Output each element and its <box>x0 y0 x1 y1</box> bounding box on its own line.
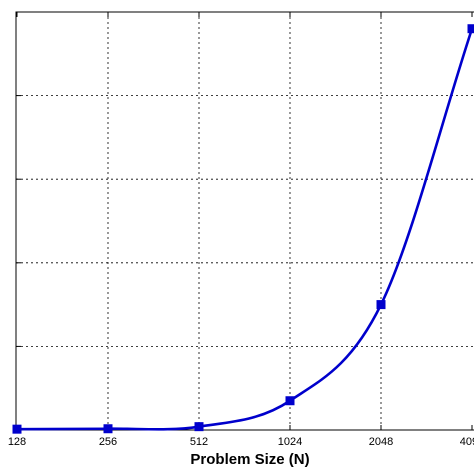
data-point-marker <box>194 422 204 432</box>
x-tick-label: 1024 <box>278 436 302 448</box>
x-tick-label: 256 <box>99 436 117 448</box>
data-point-marker <box>285 396 295 406</box>
series-line <box>15 27 474 431</box>
axis-ticks <box>16 11 473 431</box>
x-tick-label: 128 <box>8 436 26 448</box>
x-tick-labels: 128 256 512 1024 2048 4096 <box>8 436 474 448</box>
data-point-marker <box>12 424 22 434</box>
grid-lines <box>16 12 474 430</box>
data-point-marker <box>376 300 386 310</box>
series-markers <box>12 24 474 434</box>
data-point-marker <box>103 424 113 434</box>
data-point-marker <box>467 24 474 34</box>
x-axis-title: Problem Size (N) <box>190 451 309 468</box>
plot-area-frame <box>15 11 474 431</box>
x-tick-label: 2048 <box>369 436 393 448</box>
x-tick-label: 4096 <box>460 436 474 448</box>
x-tick-label: 512 <box>190 436 208 448</box>
